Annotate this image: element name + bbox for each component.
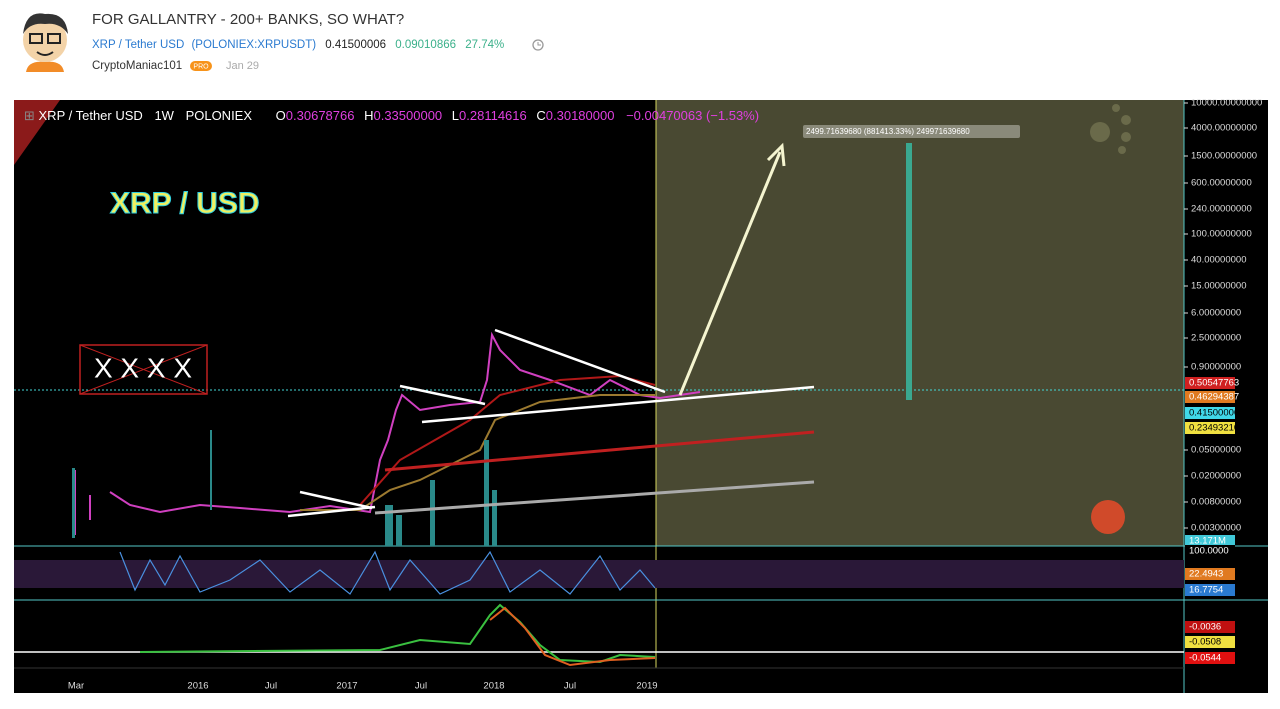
- close: 0.30180000: [546, 108, 615, 123]
- price-axis-label: 40.00000000: [1191, 255, 1246, 266]
- price-tag: -0.0544: [1189, 653, 1221, 664]
- price-axis-label: 100.00000000: [1191, 229, 1252, 240]
- stars: [1090, 104, 1131, 154]
- price-axis-label: 0.90000000: [1191, 362, 1241, 373]
- cross: [79, 344, 208, 395]
- signal-line: [489, 606, 656, 667]
- low: 0.28114616: [459, 108, 527, 123]
- price-tag-bg: [1185, 545, 1235, 557]
- symbol-link[interactable]: XRP / Tether USD: [92, 39, 184, 51]
- pro-badge-bg: [190, 61, 212, 71]
- price-axis-label: 240.00000000: [1191, 204, 1252, 215]
- idea-title: FOR GALLANTRY - 200+ BANKS, SO WHAT?: [92, 11, 404, 28]
- price-tag: -0.0036: [1189, 622, 1221, 633]
- price-axis-label: 1500.00000000: [1191, 151, 1257, 162]
- price-tag-bg: [1185, 407, 1235, 419]
- measure-label: 2499.71639680 (881413.33%) 249971639680: [806, 127, 970, 136]
- legend: ⊞ XRP / Tether USD 1W POLONIEX O0.306787…: [24, 108, 759, 123]
- price-axis-label: 6.00000000: [1191, 308, 1241, 319]
- time-axis-label: Mar: [68, 681, 84, 692]
- time-axis-label: Jul: [415, 681, 427, 692]
- price-tag: 22.4943: [1189, 569, 1223, 580]
- time-axis-label: Jul: [265, 681, 277, 692]
- price-axis-label: 15.00000000: [1191, 281, 1246, 292]
- price-tag: 0.41500006: [1189, 408, 1239, 419]
- crossed-text: X X X X: [94, 352, 192, 383]
- low-label: L: [452, 108, 459, 123]
- date: Jan 29: [226, 60, 259, 72]
- price-axis-label: 0.05000000: [1191, 445, 1241, 456]
- legend-symbol: XRP / Tether USD: [39, 108, 143, 123]
- price-tag-bg: [1185, 391, 1235, 403]
- stoch-band: [14, 560, 1184, 588]
- price-tag-bg: [1185, 377, 1235, 389]
- time-axis-label: 2016: [187, 681, 208, 692]
- avatar: [23, 13, 68, 72]
- projection-zone: [656, 100, 1184, 546]
- open: 0.30678766: [286, 108, 355, 123]
- price-tag: 0.46294387: [1189, 392, 1239, 403]
- svg-text:XRP / Tether USD (POLONIEX: XRP / Tether USD (POLONIEX:XRPUSDT) 0.41…: [92, 39, 504, 51]
- time-axis-label: 2019: [636, 681, 657, 692]
- price-tag-bg: [1185, 584, 1235, 596]
- price-axis-label: 10000.00000000: [1191, 98, 1262, 109]
- price-tag: 100.0000: [1189, 546, 1229, 557]
- trend-lines: [287, 142, 815, 518]
- measure-bar: [906, 143, 912, 400]
- change: 0.09010866: [395, 39, 456, 51]
- time-axis-label: Jul: [564, 681, 576, 692]
- price-axis-label: 0.00300000: [1191, 523, 1241, 534]
- price-tag-bg: [1185, 422, 1235, 434]
- price-tag-bg: [1185, 568, 1235, 580]
- stoch-line: [119, 550, 656, 595]
- measure-label-bg: [803, 125, 1020, 138]
- high: 0.33500000: [373, 108, 442, 123]
- price-tag: 0.50547763: [1189, 378, 1239, 389]
- price-tag-bg: [1185, 636, 1235, 648]
- crossed-box: [79, 344, 208, 395]
- change-percent: 27.74%: [465, 39, 504, 51]
- price-tag: 0.23493210: [1189, 423, 1239, 434]
- close-label: C: [536, 108, 545, 123]
- alarm-icon[interactable]: [532, 39, 544, 51]
- legend-change: −0.00470063 (−1.53%): [626, 108, 759, 123]
- pro-badge: PRO: [193, 63, 209, 70]
- price-axis-label: 4000.00000000: [1191, 123, 1257, 134]
- price-axis-label: 600.00000000: [1191, 178, 1252, 189]
- volume-sketch: [72, 430, 497, 546]
- corner-mark: [14, 100, 60, 165]
- price-tag-bg: [1185, 535, 1235, 547]
- open-label: O: [276, 108, 286, 123]
- price-tag: 16.7754: [1189, 585, 1223, 596]
- price-tag-bg: [1185, 621, 1235, 633]
- price-axis-label: 0.00800000: [1191, 497, 1241, 508]
- price-tag-bg: [1185, 652, 1235, 664]
- price-axis-label: 0.02000000: [1191, 471, 1241, 482]
- price-tag: 13.171M: [1189, 536, 1226, 547]
- high-label: H: [364, 108, 373, 123]
- exchange-link[interactable]: (POLONIEX:XRPUSDT): [191, 39, 316, 51]
- price: 0.41500006: [325, 39, 386, 51]
- price-axis-label: 2.50000000: [1191, 333, 1241, 344]
- author[interactable]: CryptoManiac101: [92, 60, 182, 72]
- time-axis-label: 2017: [336, 681, 357, 692]
- time-axis-label: 2018: [483, 681, 504, 692]
- legend-exchange: POLONIEX: [186, 108, 253, 123]
- headline: XRP / USD: [110, 187, 260, 220]
- price-tag: -0.0508: [1189, 637, 1221, 648]
- red-dot: [1091, 500, 1125, 534]
- legend-interval: 1W: [154, 108, 174, 123]
